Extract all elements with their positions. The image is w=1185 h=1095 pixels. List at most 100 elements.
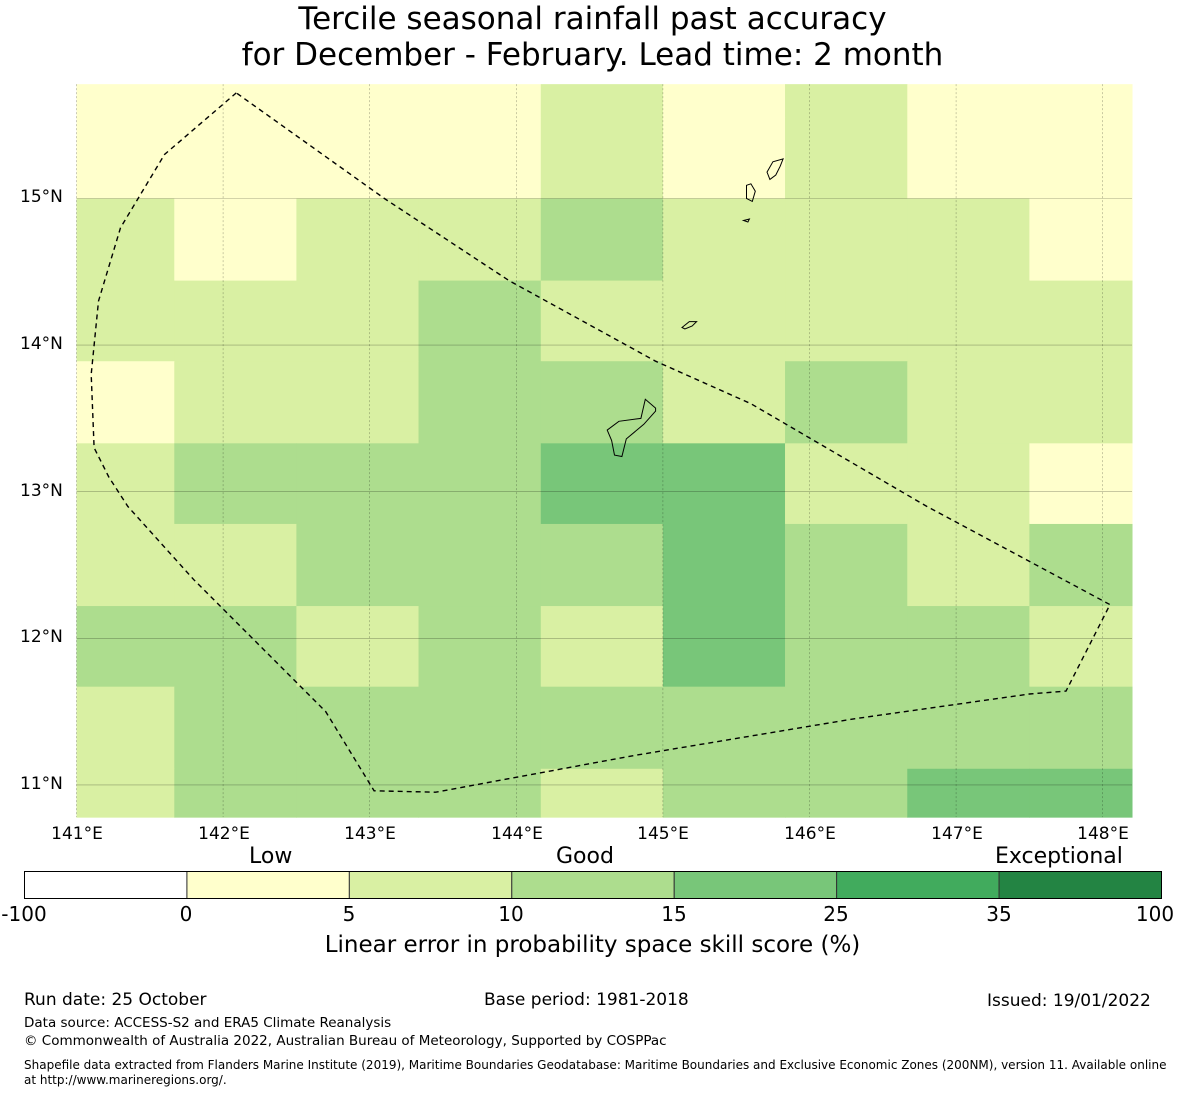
lat-label-13n: 13°N xyxy=(20,481,63,501)
cbar-tick: 15 xyxy=(661,902,687,926)
skill-cell xyxy=(785,523,908,607)
skill-cell xyxy=(540,523,664,607)
run-date: Run date: 25 October xyxy=(24,990,207,1010)
skill-cell xyxy=(76,280,175,362)
skill-cell xyxy=(174,117,297,199)
skill-cell xyxy=(662,198,786,282)
skill-cell xyxy=(1029,686,1133,770)
copyright: © Commonwealth of Australia 2022, Austra… xyxy=(24,1033,667,1049)
skill-cell xyxy=(907,117,1030,199)
skill-cell xyxy=(296,443,420,525)
lat-label-14n: 14°N xyxy=(20,334,63,354)
skill-cell xyxy=(662,443,786,525)
map-title-line1: Tercile seasonal rainfall past accuracy xyxy=(298,1,887,37)
skill-cell xyxy=(296,198,420,282)
colorbar-bin xyxy=(348,871,513,899)
skill-cell xyxy=(1029,768,1133,818)
lat-label-12n: 12°N xyxy=(20,627,63,647)
skill-cell xyxy=(662,84,786,119)
lon-label-146e: 146°E xyxy=(784,824,836,844)
skill-cell xyxy=(1029,198,1133,282)
skill-cell xyxy=(785,84,908,119)
skill-cell xyxy=(174,443,297,525)
cbar-tick: 0 xyxy=(179,902,193,926)
colorbar-bin xyxy=(836,871,1000,899)
skill-cell xyxy=(76,768,175,818)
skill-cell xyxy=(662,361,786,444)
lon-label-147e: 147°E xyxy=(931,824,983,844)
skill-cell xyxy=(785,443,908,525)
shapefile-note: Shapefile data extracted from Flanders M… xyxy=(24,1058,1167,1087)
lon-label-142e: 142°E xyxy=(198,824,250,844)
skill-cell xyxy=(418,198,542,282)
category-exceptional: Exceptional xyxy=(995,844,1123,869)
skill-cell xyxy=(907,280,1030,362)
cbar-tick: 25 xyxy=(823,902,849,926)
skill-cell xyxy=(540,443,664,525)
skill-cell xyxy=(174,768,297,818)
lon-label-145e: 145°E xyxy=(637,824,689,844)
skill-cell xyxy=(1029,361,1133,444)
skill-cell xyxy=(76,84,175,119)
skill-cell xyxy=(296,686,420,770)
skill-cell xyxy=(418,117,542,199)
skill-cell xyxy=(174,361,297,444)
skill-cell xyxy=(662,686,786,770)
colorbar-bin xyxy=(24,871,188,899)
colorbar-bin xyxy=(186,871,350,899)
skill-cell xyxy=(1029,523,1133,607)
island-outline xyxy=(766,158,784,181)
skill-cell xyxy=(907,523,1030,607)
skill-cell xyxy=(662,117,786,199)
skill-cell xyxy=(418,606,542,688)
skill-cell xyxy=(174,686,297,770)
skill-cell xyxy=(1029,606,1133,688)
skill-cell xyxy=(785,606,908,688)
category-good: Good xyxy=(556,844,614,869)
skill-cell xyxy=(76,523,175,607)
skill-cell xyxy=(296,361,420,444)
skill-cell xyxy=(540,84,664,119)
skill-cell xyxy=(418,523,542,607)
skill-cell xyxy=(174,523,297,607)
skill-cell xyxy=(540,280,664,362)
island-outline xyxy=(606,398,657,458)
skill-cell xyxy=(785,198,908,282)
skill-cell xyxy=(1029,84,1133,119)
skill-grid xyxy=(76,84,1133,818)
skill-cell xyxy=(418,686,542,770)
skill-cell xyxy=(76,686,175,770)
lon-label-148e: 148°E xyxy=(1077,824,1129,844)
skill-cell xyxy=(418,84,542,119)
issued-date: Issued: 19/01/2022 xyxy=(987,991,1151,1011)
skill-cell xyxy=(174,198,297,282)
skill-cell xyxy=(540,361,664,444)
skill-cell xyxy=(76,361,175,444)
skill-cell xyxy=(785,768,908,818)
island-outlines xyxy=(606,158,784,458)
skill-cell xyxy=(1029,443,1133,525)
skill-cell xyxy=(540,606,664,688)
base-period: Base period: 1981-2018 xyxy=(484,990,689,1010)
island-outline xyxy=(746,183,756,203)
skill-cell xyxy=(418,768,542,818)
cbar-tick: 10 xyxy=(498,902,524,926)
category-low: Low xyxy=(249,844,293,869)
skill-cell xyxy=(907,606,1030,688)
skill-cell xyxy=(1029,117,1133,199)
lon-label-144e: 144°E xyxy=(491,824,543,844)
skill-cell xyxy=(418,280,542,362)
colorbar-bin xyxy=(673,871,838,899)
skill-cell xyxy=(76,443,175,525)
eez-boundary xyxy=(90,92,1111,793)
colorbar-title: Linear error in probability space skill … xyxy=(324,932,861,958)
skill-cell xyxy=(296,84,420,119)
island-outline xyxy=(681,321,698,330)
skill-cell xyxy=(540,686,664,770)
colorbar-bin xyxy=(511,871,675,899)
cbar-tick: 100 xyxy=(1135,902,1175,926)
colorbar-frame xyxy=(24,871,1162,899)
lat-label-15n: 15°N xyxy=(20,187,63,207)
skill-cell xyxy=(785,280,908,362)
